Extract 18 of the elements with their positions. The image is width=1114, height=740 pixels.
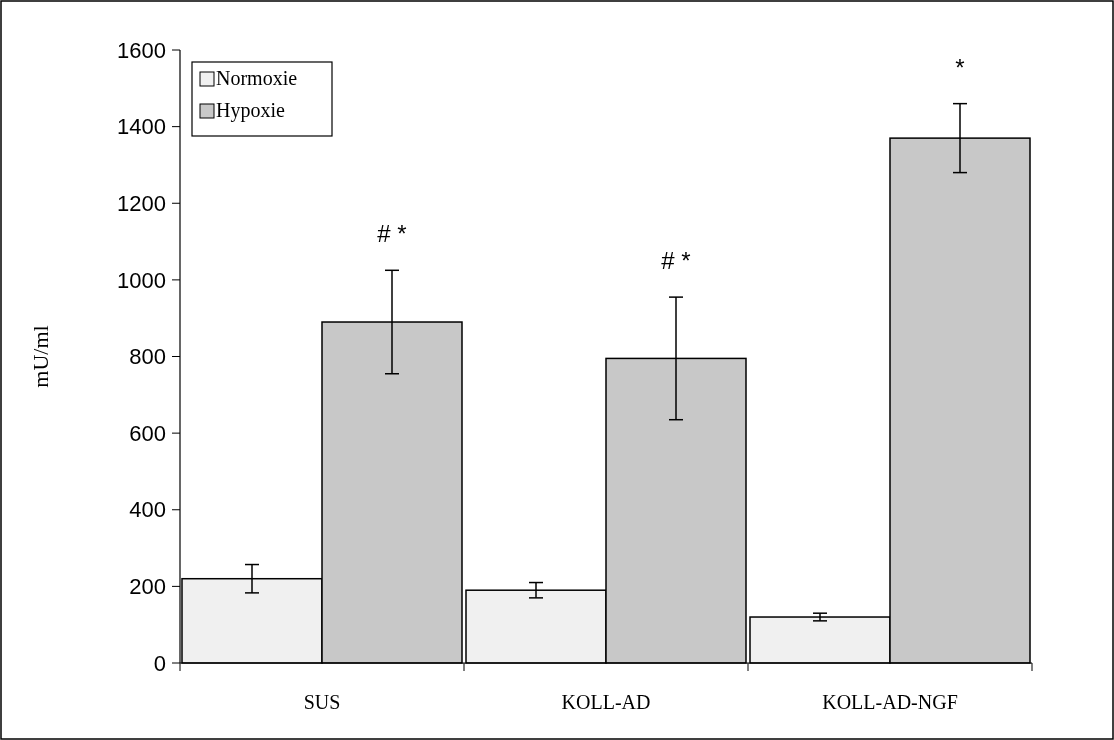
x-tick-label: SUS [303,691,341,713]
y-tick-label: 1200 [117,190,166,216]
y-tick-label: 800 [129,344,166,370]
legend-label: Hypoxie [216,99,285,122]
y-tick-label: 1000 [117,267,166,293]
annotation: # * [661,247,691,275]
y-tick-label: 200 [129,574,166,600]
y-tick-label: 600 [129,420,166,446]
y-tick-label: 400 [129,497,166,523]
y-tick-label: 1400 [117,114,166,140]
y-tick-label: 1600 [117,37,166,63]
y-tick-label: 0 [153,650,166,676]
x-tick-label: KOLL-AD-NGF [822,691,958,713]
x-tick-label: KOLL-AD [561,691,651,713]
legend-label: Normoxie [216,67,298,89]
y-axis-title: mU/ml [28,325,53,388]
annotation: # * [377,220,407,248]
annotation: * [955,53,965,81]
